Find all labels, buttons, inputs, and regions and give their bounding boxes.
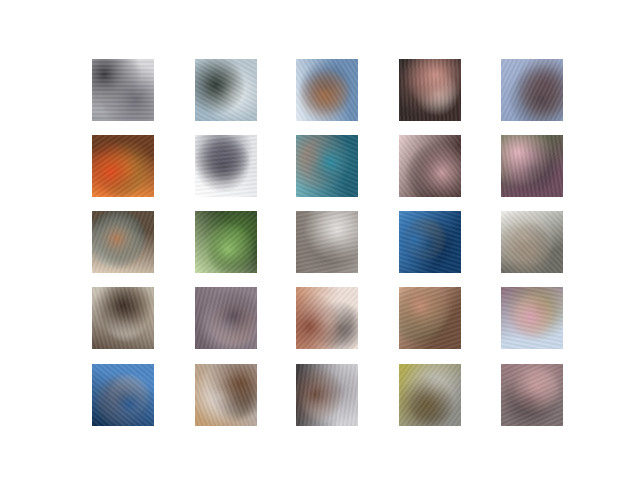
tile-texture [92,59,154,121]
tile-texture [399,211,461,273]
tile-texture [296,135,358,197]
tile-texture [501,364,563,426]
image-tile [501,135,563,197]
image-tile [296,287,358,349]
tile-texture [92,135,154,197]
tile-noise [92,135,154,197]
tile-texture [195,287,257,349]
tile-noise [195,364,257,426]
image-tile [296,59,358,121]
tile-noise [501,287,563,349]
image-tile [399,211,461,273]
image-tile [296,211,358,273]
image-tile [399,135,461,197]
tile-texture [296,364,358,426]
tile-noise [92,287,154,349]
tile-texture [195,211,257,273]
tile-texture [501,59,563,121]
tile-noise [92,211,154,273]
image-tile [501,211,563,273]
tile-noise [92,364,154,426]
image-tile [399,59,461,121]
image-tile [195,287,257,349]
tile-noise [501,364,563,426]
image-tile [195,364,257,426]
tile-noise [501,59,563,121]
tile-texture [399,135,461,197]
image-tile [92,287,154,349]
image-tile [92,211,154,273]
tile-noise [296,135,358,197]
tile-texture [501,135,563,197]
tile-noise [399,287,461,349]
image-tile [501,364,563,426]
tile-texture [399,59,461,121]
tile-texture [296,211,358,273]
tile-noise [399,135,461,197]
tile-texture [296,287,358,349]
tile-noise [501,211,563,273]
tile-texture [92,287,154,349]
image-tile [195,211,257,273]
tile-noise [296,287,358,349]
image-tile [195,135,257,197]
tile-noise [501,135,563,197]
tile-texture [195,59,257,121]
tile-texture [399,364,461,426]
image-tile [296,135,358,197]
tile-noise [195,211,257,273]
image-tile [399,287,461,349]
tile-noise [92,59,154,121]
tile-texture [399,287,461,349]
tile-noise [195,59,257,121]
tile-texture [296,59,358,121]
image-tile [92,364,154,426]
tile-texture [92,364,154,426]
image-tile [296,364,358,426]
tile-noise [296,59,358,121]
tile-noise [296,364,358,426]
tile-texture [501,287,563,349]
image-tile [92,135,154,197]
tile-noise [399,59,461,121]
tile-noise [195,287,257,349]
tile-texture [92,211,154,273]
image-tile [195,59,257,121]
image-tile [501,287,563,349]
image-tile [501,59,563,121]
tile-texture [195,135,257,197]
tile-noise [195,135,257,197]
tile-noise [399,211,461,273]
image-tile [92,59,154,121]
tile-noise [399,364,461,426]
image-tile [399,364,461,426]
tile-noise [296,211,358,273]
tile-texture [501,211,563,273]
tile-texture [195,364,257,426]
